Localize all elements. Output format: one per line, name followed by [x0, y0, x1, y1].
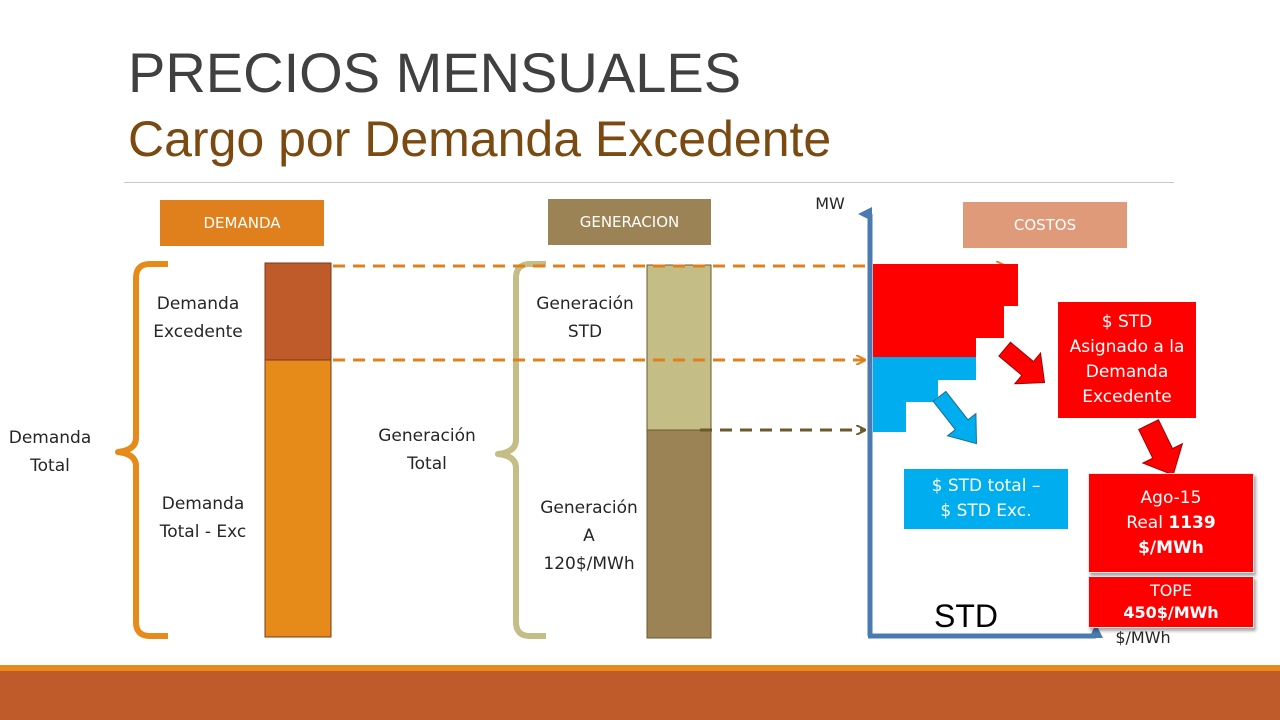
- y-axis-label: MW: [815, 194, 845, 213]
- generacion-std-label: Generación STD: [536, 294, 634, 342]
- costos-header: COSTOS: [963, 202, 1127, 248]
- blue-block-arrow: [932, 390, 977, 445]
- generacion-total-label: Generación Total: [378, 426, 476, 474]
- page-subtitle: Cargo por Demanda Excedente: [128, 111, 832, 167]
- std-total-box: $ STD total – $ STD Exc.: [904, 469, 1068, 529]
- footer-band: [0, 671, 1280, 720]
- demanda-excedente-label: Demanda Excedente: [153, 294, 243, 342]
- x-axis-label: $/MWh: [1115, 628, 1171, 647]
- std-asignado-box: $ STD Asignado a la Demanda Excedente: [1058, 302, 1196, 418]
- page-title: PRECIOS MENSUALES: [128, 41, 742, 104]
- ago-real-line: Real 1139: [1126, 512, 1216, 533]
- red-block-arrow-1: [998, 341, 1046, 385]
- generacion-a-bar: [646, 429, 712, 639]
- demanda-total-exc-label: Demanda Total - Exc: [159, 494, 247, 542]
- std-label: STD: [934, 598, 998, 634]
- generacion-total-brace: [495, 261, 546, 639]
- cost-blue-step: [873, 357, 976, 432]
- demanda-total-brace: [115, 261, 168, 639]
- ago-real-box: Ago-15 Real 1139 $/MWh: [1088, 473, 1254, 573]
- tope-box: TOPE 450$/MWh: [1088, 576, 1254, 628]
- demanda-total-label: Demanda Total: [8, 428, 92, 476]
- generacion-header: GENERACION: [548, 199, 711, 245]
- generacion-std-bar: [646, 264, 712, 431]
- demanda-base-bar: [264, 359, 332, 638]
- demanda-header: DEMANDA: [160, 200, 324, 246]
- generacion-a-label: Generación A 120$/MWh: [540, 498, 638, 574]
- cost-red-step: [873, 264, 1018, 357]
- footer-accent-line: [0, 665, 1280, 671]
- title-divider: [124, 182, 1174, 183]
- demanda-excedente-bar: [264, 262, 332, 361]
- red-block-arrow-2: [1138, 419, 1184, 476]
